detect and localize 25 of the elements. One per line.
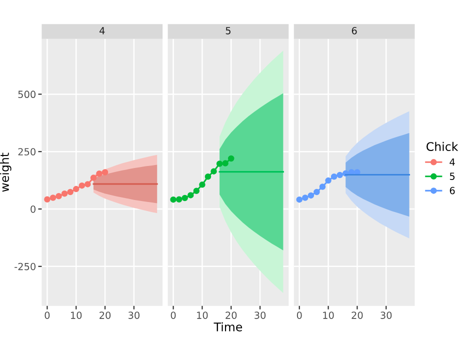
chart-title: 5: [226, 27, 230, 34]
y-tick-label: -250: [14, 262, 36, 270]
chart-title: 6: [352, 26, 357, 34]
x-tick-label: 30: [380, 312, 392, 319]
x-tick-label: 10: [197, 312, 208, 319]
legend-label: 6: [450, 186, 455, 194]
y-tick-label: 500: [18, 90, 36, 98]
legend-title: Chick: [426, 142, 458, 152]
x-tick-label: 20: [100, 312, 111, 319]
y-axis-title: weight: [0, 152, 12, 192]
legend-label: 4: [450, 158, 455, 166]
x-tick-label: 30: [254, 312, 266, 319]
x-tick-label: 0: [44, 312, 50, 319]
x-tick-label: 10: [323, 312, 334, 319]
y-tick-label: 250: [18, 148, 36, 156]
x-tick-label: 0: [296, 312, 302, 319]
legend-label: 5: [450, 172, 455, 180]
y-tick-label: 0: [30, 205, 36, 213]
x-tick-label: 20: [226, 312, 237, 319]
x-tick-label: 20: [352, 312, 363, 319]
x-tick-label: 30: [128, 312, 140, 319]
x-tick-label: 0: [170, 312, 176, 319]
x-axis-title: Time: [214, 322, 242, 332]
x-tick-label: 10: [71, 312, 82, 319]
chart-title: 4: [100, 27, 105, 34]
